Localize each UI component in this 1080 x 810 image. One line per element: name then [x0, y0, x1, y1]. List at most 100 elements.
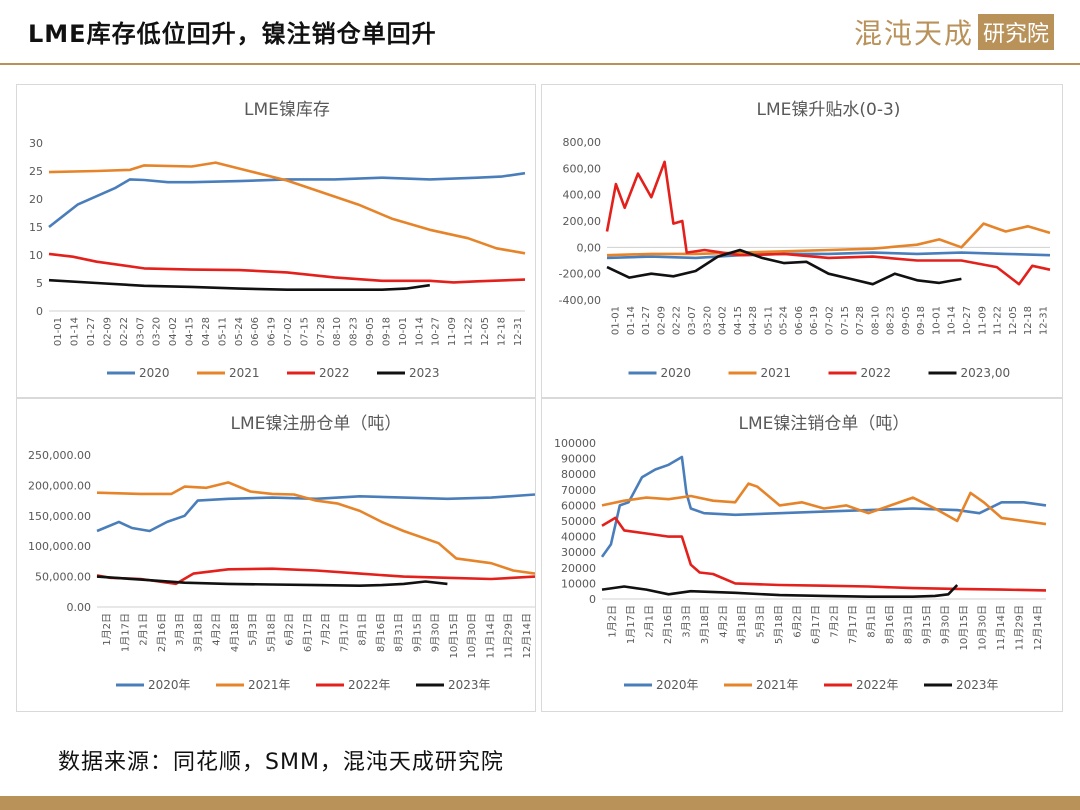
- legend-label: 2022年: [856, 678, 899, 692]
- x-tick-label: 9月15日: [411, 613, 423, 652]
- y-tick-label: -200,00: [559, 268, 601, 281]
- y-tick-label: 150,000.00: [28, 510, 91, 523]
- legend-label: 2020: [139, 366, 170, 380]
- x-tick-label: 01-27: [86, 317, 97, 346]
- y-tick-label: 5: [36, 277, 43, 290]
- y-tick-label: 0.00: [67, 601, 92, 614]
- x-tick-label: 08-10: [332, 317, 343, 346]
- y-tick-label: 200,00: [563, 215, 602, 228]
- series-line-2021: [96, 481, 535, 575]
- x-tick-label: 02-09: [102, 317, 113, 346]
- y-tick-label: 25: [29, 165, 43, 178]
- legend-label: 2023年: [956, 678, 999, 692]
- x-tick-label: 04-28: [201, 317, 212, 346]
- x-tick-label: 06-19: [267, 317, 278, 346]
- x-tick-label: 12-31: [513, 317, 524, 346]
- y-tick-label: 0: [36, 305, 43, 318]
- x-tick-label: 04-02: [168, 317, 179, 346]
- x-tick-label: 10-01: [931, 306, 942, 335]
- x-tick-label: 04-15: [185, 317, 196, 346]
- x-tick-label: 5月3日: [754, 605, 766, 638]
- x-tick-label: 6月2日: [791, 605, 803, 638]
- x-tick-label: 4月2日: [211, 613, 223, 646]
- x-tick-label: 04-02: [718, 306, 729, 335]
- chart-panel-cancelled: LME镍注销仓单（吨） 0 10000 20000 30000 40000 50000 600…: [541, 398, 1063, 712]
- x-tick-label: 11月14日: [995, 605, 1007, 650]
- x-tick-label: 10-14: [414, 317, 425, 346]
- x-tick-label: 01-27: [641, 306, 652, 335]
- x-tick-label: 4月2日: [717, 605, 729, 638]
- chart-registered: LME镍注册仓单（吨） 0.00 50,000.00 100,000.00 150,00…: [28, 414, 535, 692]
- y-tick-label: 100,000.00: [28, 540, 91, 553]
- logo-box: 研究院: [977, 14, 1054, 50]
- y-tick-label: 15: [29, 221, 43, 234]
- x-tick-label: 4月18日: [736, 605, 748, 644]
- x-tick-label: 05-11: [217, 317, 228, 346]
- y-tick-label: 10: [29, 249, 43, 262]
- x-tick-label: 07-28: [855, 306, 866, 335]
- y-tick-label: 100000: [554, 437, 596, 450]
- x-tick-label: 3月3日: [680, 605, 692, 638]
- x-tick-label: 1月17日: [119, 613, 131, 652]
- x-tick-label: 08-23: [349, 317, 360, 346]
- x-tick-label: 06-06: [794, 306, 805, 335]
- x-tick-label: 7月17日: [847, 605, 859, 644]
- x-tick-label: 8月1日: [865, 605, 877, 638]
- series-line-2023: [48, 278, 430, 291]
- x-tick-label: 07-15: [299, 317, 310, 346]
- x-tick-label: 3月3日: [174, 613, 186, 646]
- y-tick-label: 40000: [561, 531, 596, 544]
- y-tick-label: -400,00: [559, 294, 601, 307]
- x-tick-label: 1月2日: [101, 613, 113, 646]
- x-tick-label: 11月14日: [484, 613, 496, 658]
- y-tick-label: 90000: [561, 453, 596, 466]
- chart-spread: LME镍升贴水(0-3) -400,00 -200,00 0,00 200,00 400,…: [559, 100, 1051, 380]
- x-tick-label: 11月29日: [1013, 605, 1025, 650]
- chart-panel-registered: LME镍注册仓单（吨） 0.00 50,000.00 100,000.00 150,00…: [16, 398, 536, 712]
- x-tick-label: 08-23: [886, 306, 897, 335]
- chart-panel-inventory: LME镍库存 0 5 10 15 20 25 30 01-01 01-14 01-27 02-09 02…: [16, 84, 536, 398]
- data-source: 数据来源：同花顺，SMM，混沌天成研究院: [58, 750, 504, 775]
- series-line-2023: [601, 584, 959, 598]
- x-tick-label: 09-05: [901, 306, 912, 335]
- x-tick-label: 8月16日: [884, 605, 896, 644]
- x-tick-label: 3月18日: [699, 605, 711, 644]
- x-tick-label: 07-15: [840, 306, 851, 335]
- x-tick-label: 7月2日: [828, 605, 840, 638]
- chart-title: LME镍库存: [244, 100, 330, 120]
- legend-label: 2020年: [656, 678, 699, 692]
- legend-label: 2022: [861, 366, 892, 380]
- y-tick-label: 60000: [561, 499, 596, 512]
- x-tick-label: 11-09: [977, 306, 988, 335]
- x-tick-label: 1月2日: [606, 605, 618, 638]
- x-tick-label: 7月2日: [320, 613, 332, 646]
- legend-label: 2020年: [148, 678, 191, 692]
- x-tick-label: 10-27: [431, 317, 442, 346]
- x-tick-label: 4月18日: [229, 613, 241, 652]
- x-tick-label: 2月16日: [156, 613, 168, 652]
- series-line-2020: [600, 455, 1047, 558]
- x-tick-label: 12-18: [1023, 306, 1034, 335]
- logo: 混沌天成 研究院: [854, 12, 1054, 52]
- x-tick-label: 10-27: [962, 306, 973, 335]
- series-line-2021: [48, 161, 526, 255]
- chart-inventory: LME镍库存 0 5 10 15 20 25 30 01-01 01-14 01-27 02-09 02…: [29, 100, 526, 380]
- y-tick-label: 400,00: [563, 189, 602, 202]
- x-tick-label: 01-14: [626, 306, 637, 335]
- x-tick-label: 12-05: [480, 317, 491, 346]
- series-line-2021: [601, 482, 1047, 526]
- x-tick-label: 03-07: [135, 317, 146, 346]
- x-tick-label: 1月17日: [625, 605, 637, 644]
- y-tick-label: 20: [29, 193, 43, 206]
- y-tick-label: 50000: [561, 515, 596, 528]
- y-tick-label: 0: [589, 593, 596, 606]
- legend-label: 2022年: [348, 678, 391, 692]
- x-tick-label: 04-28: [748, 306, 759, 335]
- x-tick-label: 6月2日: [284, 613, 296, 646]
- series-line-2022: [605, 160, 1051, 286]
- chart-title: LME镍注销仓单（吨）: [739, 414, 910, 434]
- x-tick-label: 10-01: [398, 317, 409, 346]
- x-tick-label: 07-28: [316, 317, 327, 346]
- x-tick-label: 8月1日: [357, 613, 369, 646]
- x-tick-label: 11-09: [447, 317, 458, 346]
